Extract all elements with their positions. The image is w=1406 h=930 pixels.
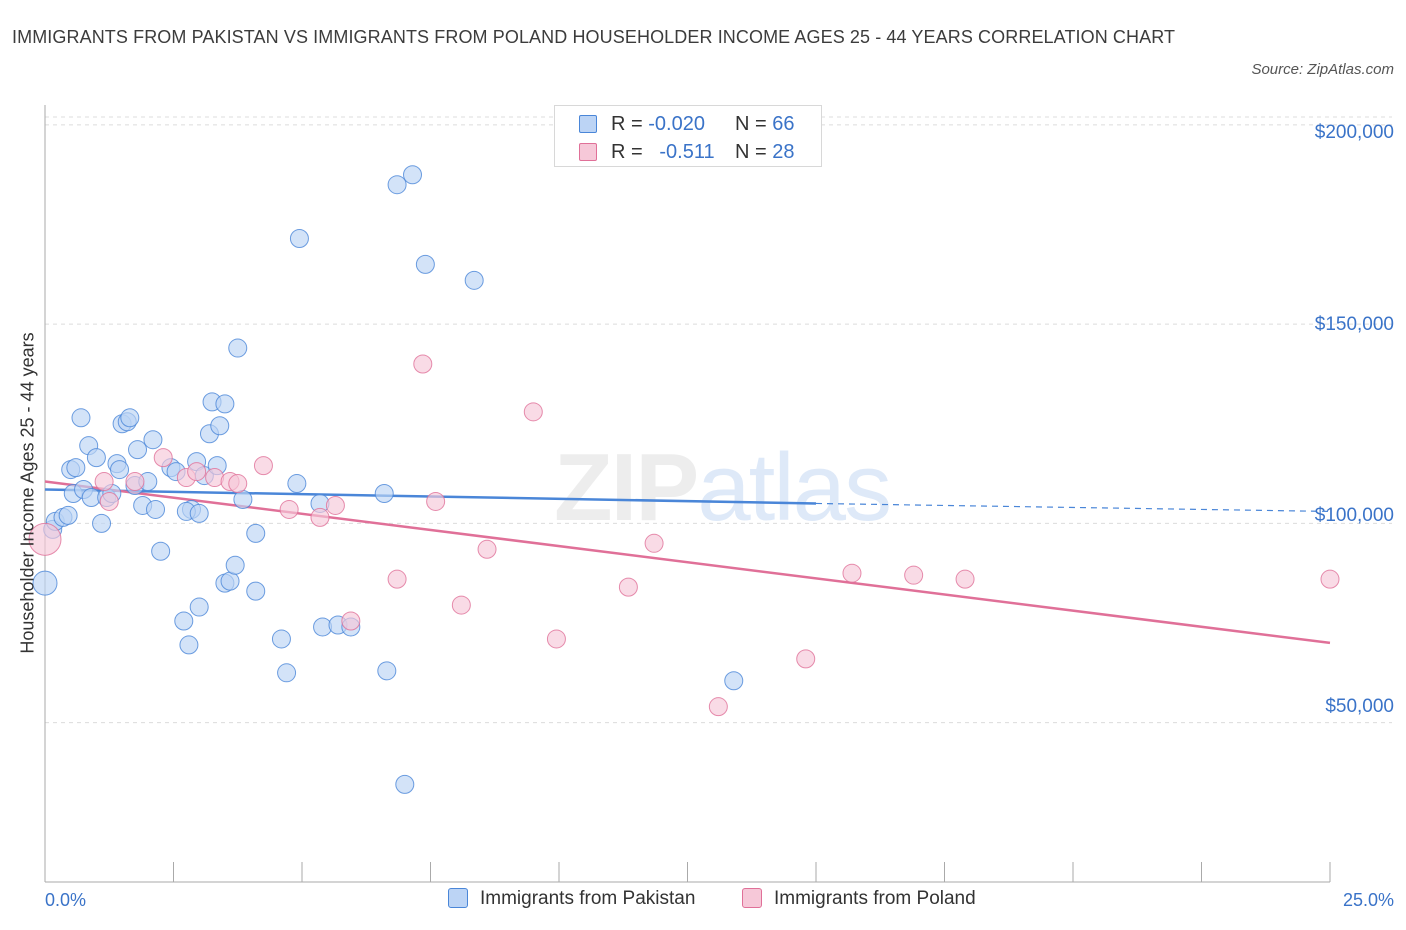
poland-point xyxy=(708,697,728,717)
pakistan-point xyxy=(228,338,248,358)
pakistan-point xyxy=(387,175,407,195)
pakistan-point xyxy=(143,430,163,450)
poland-point xyxy=(125,472,145,492)
y-tick-100k: $100,000 xyxy=(1314,505,1394,526)
pakistan-point xyxy=(32,570,58,596)
legend-item-poland[interactable]: Immigrants from Poland xyxy=(742,888,976,914)
y-axis-label: Householder Income Ages 25 - 44 years xyxy=(17,332,38,654)
pakistan-point xyxy=(174,611,194,631)
x-tick-max: 25.0% xyxy=(1342,890,1394,910)
correlation-legend: R = -0.020 N = 66 R = -0.511 N = 28 xyxy=(554,105,822,167)
pakistan-point xyxy=(464,270,484,290)
pakistan-point xyxy=(189,503,209,523)
poland-point xyxy=(523,402,543,422)
poland-point xyxy=(842,563,862,583)
pakistan-point xyxy=(377,661,397,681)
r-value-poland: -0.511 xyxy=(659,141,715,163)
pakistan-point xyxy=(415,254,435,274)
r-label: R = xyxy=(611,113,643,135)
poland-point xyxy=(341,611,361,631)
pakistan-point xyxy=(277,663,297,683)
poland-point xyxy=(426,491,446,511)
pakistan-point xyxy=(246,523,266,543)
poland-point xyxy=(153,448,173,468)
pakistan-swatch xyxy=(579,115,597,133)
poland-point xyxy=(325,495,345,515)
poland-legend-swatch xyxy=(742,888,762,908)
poland-point xyxy=(477,539,497,559)
poland-point xyxy=(187,462,207,482)
pakistan-legend-swatch xyxy=(448,888,468,908)
legend-item-pakistan[interactable]: Immigrants from Pakistan xyxy=(448,888,695,914)
pakistan-point xyxy=(215,394,235,414)
y-tick-200k: $200,000 xyxy=(1314,122,1394,143)
pakistan-point xyxy=(110,460,130,480)
axes xyxy=(44,105,1331,883)
pakistan-point xyxy=(374,484,394,503)
pakistan-point xyxy=(189,597,209,617)
pakistan-point xyxy=(724,671,744,691)
poland-point xyxy=(451,595,471,615)
poland-trend-line xyxy=(44,480,1331,645)
pakistan-point xyxy=(287,474,307,494)
pakistan-point xyxy=(246,581,266,601)
y-tick-50k: $50,000 xyxy=(1325,696,1394,717)
pakistan-point xyxy=(233,489,253,509)
pakistan-point xyxy=(128,440,148,460)
source-label: Source: ZipAtlas.com xyxy=(1251,61,1394,78)
pakistan-point xyxy=(58,505,78,525)
pakistan-point xyxy=(289,228,309,248)
pakistan-point xyxy=(179,635,199,655)
poland-point xyxy=(94,472,114,492)
pakistan-point xyxy=(271,629,291,649)
x-tick-min: 0.0% xyxy=(45,890,87,910)
poland-point xyxy=(1320,569,1340,589)
poland-point xyxy=(279,499,299,519)
poland-point xyxy=(99,491,119,511)
chart-title: IMMIGRANTS FROM PAKISTAN VS IMMIGRANTS F… xyxy=(12,27,1176,47)
pakistan-point xyxy=(66,458,86,478)
grid-lines xyxy=(45,116,1392,724)
pakistan-point xyxy=(146,499,166,519)
pakistan-point xyxy=(220,571,240,591)
poland-legend-label: Immigrants from Poland xyxy=(774,888,976,909)
n-value-pakistan: 66 xyxy=(772,113,795,135)
pakistan-point xyxy=(86,448,106,468)
pakistan-point xyxy=(120,408,140,428)
pakistan-point xyxy=(395,774,415,794)
pakistan-point xyxy=(403,165,423,185)
n-value-poland: 28 xyxy=(772,141,795,163)
n-label: N = xyxy=(735,141,767,163)
poland-points xyxy=(28,354,1340,717)
poland-point xyxy=(228,474,248,494)
poland-point xyxy=(644,533,664,553)
poland-swatch xyxy=(579,143,597,161)
watermark: ZIPatlas xyxy=(554,434,890,541)
poland-point xyxy=(955,569,975,589)
pakistan-point xyxy=(92,513,112,533)
poland-point xyxy=(904,565,924,585)
pakistan-point xyxy=(151,541,171,561)
poland-point xyxy=(618,577,638,597)
poland-point xyxy=(253,456,273,476)
poland-point xyxy=(310,507,330,527)
pakistan-point xyxy=(225,555,245,575)
r-value-pakistan: -0.020 xyxy=(648,113,705,135)
poland-point xyxy=(387,569,407,589)
pakistan-legend-label: Immigrants from Pakistan xyxy=(480,888,696,909)
poland-point xyxy=(796,649,816,669)
pakistan-point xyxy=(210,416,230,436)
pakistan-point xyxy=(71,408,91,428)
pakistan-trend-extension xyxy=(815,502,1331,513)
poland-point xyxy=(546,629,566,649)
poland-point xyxy=(413,354,433,374)
y-tick-150k: $150,000 xyxy=(1314,314,1394,335)
r-label: R = xyxy=(611,141,643,163)
n-label: N = xyxy=(735,113,767,135)
poland-point xyxy=(28,522,62,556)
